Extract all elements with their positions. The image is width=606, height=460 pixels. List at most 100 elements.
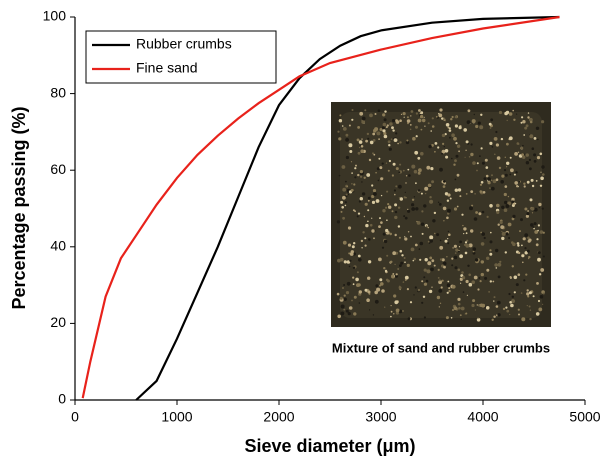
speckle — [541, 165, 544, 168]
speckle — [542, 304, 543, 305]
speckle — [340, 258, 344, 262]
speckle — [523, 183, 525, 185]
speckle — [411, 165, 415, 169]
speckle — [459, 195, 461, 197]
speckle — [426, 269, 430, 273]
speckle — [407, 116, 409, 118]
speckle — [517, 242, 520, 245]
speckle — [519, 181, 521, 183]
speckle — [373, 314, 374, 315]
speckle — [427, 261, 431, 265]
speckle — [530, 310, 531, 311]
speckle — [413, 258, 416, 261]
speckle — [471, 280, 475, 284]
speckle — [380, 221, 383, 224]
speckle — [498, 263, 502, 267]
speckle — [506, 204, 510, 208]
speckle — [466, 280, 469, 283]
speckle — [392, 251, 396, 255]
speckle — [534, 160, 537, 163]
speckle — [368, 197, 371, 200]
speckle — [393, 163, 396, 166]
speckle — [353, 242, 355, 244]
speckle — [492, 281, 494, 283]
speckle — [389, 148, 392, 151]
speckle — [469, 156, 471, 158]
speckle — [412, 137, 416, 141]
speckle — [454, 245, 457, 248]
speckle — [447, 238, 448, 239]
speckle — [362, 192, 365, 195]
y-tick-label: 100 — [43, 8, 67, 24]
y-tick-label: 60 — [50, 161, 66, 177]
speckle — [423, 296, 425, 298]
speckle — [463, 227, 466, 230]
speckle — [411, 248, 415, 252]
speckle — [394, 189, 396, 191]
speckle — [532, 147, 535, 150]
speckle — [415, 207, 418, 210]
speckle — [368, 291, 371, 294]
speckle — [491, 180, 492, 181]
speckle — [339, 114, 341, 116]
speckle — [357, 126, 360, 129]
speckle — [465, 150, 466, 151]
speckle — [542, 208, 544, 210]
speckle — [367, 133, 369, 135]
speckle — [352, 109, 354, 111]
speckle — [470, 190, 473, 193]
speckle — [364, 109, 366, 111]
speckle — [475, 258, 478, 261]
speckle — [387, 203, 389, 205]
speckle — [408, 317, 411, 320]
speckle — [443, 220, 444, 221]
speckle — [383, 132, 386, 135]
speckle — [351, 300, 353, 302]
speckle — [410, 115, 411, 116]
speckle — [441, 153, 443, 155]
speckle — [505, 157, 506, 158]
speckle — [496, 267, 498, 269]
speckle — [412, 199, 414, 201]
speckle — [345, 201, 347, 203]
speckle — [466, 140, 469, 143]
speckle — [388, 144, 390, 146]
speckle — [404, 237, 407, 240]
speckle — [346, 194, 348, 196]
speckle — [389, 233, 392, 236]
speckle — [431, 259, 434, 262]
speckle — [512, 215, 515, 218]
speckle — [410, 124, 412, 126]
speckle — [426, 280, 429, 283]
speckle — [451, 133, 455, 137]
speckle — [396, 273, 398, 275]
speckle — [437, 296, 440, 299]
speckle — [428, 145, 431, 148]
speckle — [416, 135, 418, 137]
speckle — [445, 240, 448, 243]
speckle — [494, 263, 498, 267]
speckle — [361, 138, 362, 139]
speckle — [470, 229, 473, 232]
speckle — [448, 233, 451, 236]
speckle — [498, 276, 501, 279]
speckle — [386, 219, 388, 221]
speckle — [521, 254, 524, 257]
speckle — [450, 198, 452, 200]
speckle — [382, 247, 384, 249]
speckle — [448, 290, 450, 292]
speckle — [357, 283, 360, 286]
x-axis-title: Sieve diameter (μm) — [244, 436, 415, 456]
speckle — [344, 295, 346, 297]
speckle — [471, 304, 474, 307]
speckle — [470, 153, 473, 156]
speckle — [429, 290, 432, 293]
speckle — [540, 185, 542, 187]
speckle — [337, 131, 339, 133]
speckle — [381, 195, 382, 196]
speckle — [426, 225, 428, 227]
speckle — [413, 260, 415, 262]
speckle — [469, 283, 473, 287]
speckle — [496, 305, 499, 308]
speckle — [510, 304, 514, 308]
